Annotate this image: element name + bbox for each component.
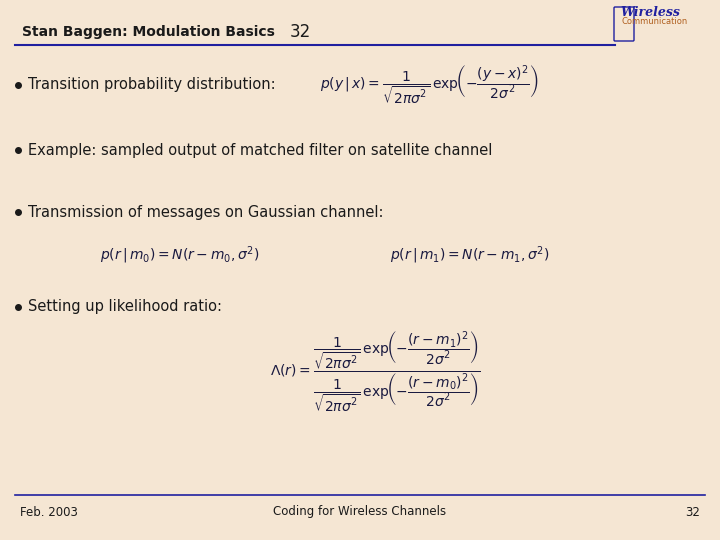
Text: Coding for Wireless Channels: Coding for Wireless Channels bbox=[274, 505, 446, 518]
Text: 32: 32 bbox=[685, 505, 700, 518]
Text: $\Lambda(r) = \dfrac{\dfrac{1}{\sqrt{2\pi\sigma^2}}\,\mathrm{exp}\!\left(-\dfrac: $\Lambda(r) = \dfrac{\dfrac{1}{\sqrt{2\p… bbox=[270, 330, 481, 414]
Text: Setting up likelihood ratio:: Setting up likelihood ratio: bbox=[28, 300, 222, 314]
Text: $p(r\,|\,m_0) = N(r-m_0,\sigma^2)$: $p(r\,|\,m_0) = N(r-m_0,\sigma^2)$ bbox=[100, 244, 260, 266]
Text: Transition probability distribution:: Transition probability distribution: bbox=[28, 78, 276, 92]
Text: Communication: Communication bbox=[622, 17, 688, 26]
Text: Feb. 2003: Feb. 2003 bbox=[20, 505, 78, 518]
Text: Stan Baggen: Modulation Basics: Stan Baggen: Modulation Basics bbox=[22, 25, 275, 39]
FancyBboxPatch shape bbox=[614, 7, 634, 41]
Text: $p(r\,|\,m_1) = N(r-m_1,\sigma^2)$: $p(r\,|\,m_1) = N(r-m_1,\sigma^2)$ bbox=[390, 244, 549, 266]
Text: 32: 32 bbox=[290, 23, 311, 41]
Text: Example: sampled output of matched filter on satellite channel: Example: sampled output of matched filte… bbox=[28, 143, 492, 158]
Text: $p(y\,|\,x) = \dfrac{1}{\sqrt{2\pi\sigma^2}}\,\mathrm{exp}\!\left(-\dfrac{(y-x)^: $p(y\,|\,x) = \dfrac{1}{\sqrt{2\pi\sigma… bbox=[320, 64, 539, 106]
Text: Transmission of messages on Gaussian channel:: Transmission of messages on Gaussian cha… bbox=[28, 205, 384, 219]
Text: Wireless: Wireless bbox=[620, 5, 680, 18]
